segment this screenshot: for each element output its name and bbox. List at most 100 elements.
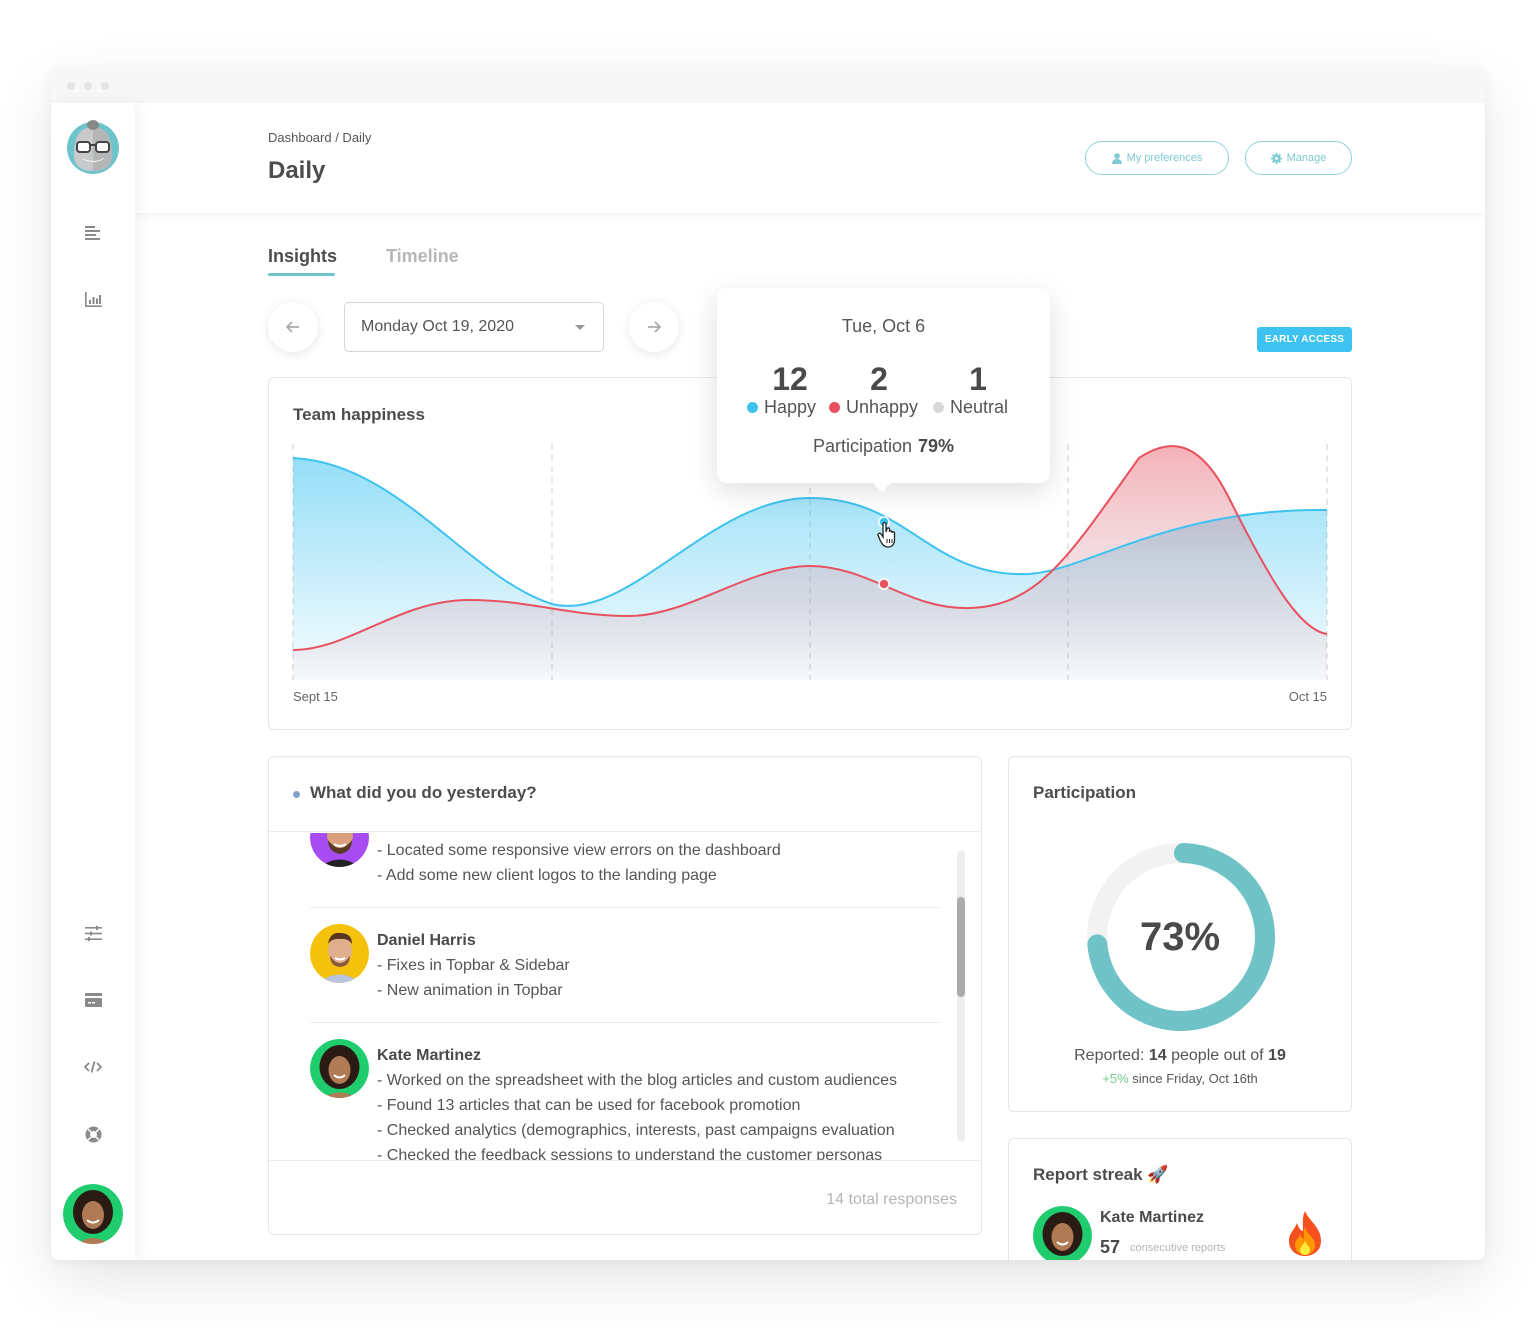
breadcrumb[interactable]: Dashboard / Daily — [268, 130, 372, 145]
card-icon[interactable] — [83, 990, 103, 1010]
tooltip-neutral-count: 1 — [969, 361, 987, 397]
responses-header: What did you do yesterday? — [269, 757, 981, 832]
tab-insights[interactable]: Insights — [268, 246, 338, 266]
sliders-icon[interactable] — [83, 923, 103, 943]
tooltip-participation-value: 79% — [918, 436, 955, 456]
tooltip-happy-label: Happy — [764, 397, 817, 417]
participation-percent: 73% — [1139, 915, 1221, 959]
window-dot — [101, 82, 109, 90]
responder-name: Daniel Harris — [377, 932, 476, 949]
happy-dot-icon — [747, 402, 758, 413]
app-window: Dashboard / Daily Daily My preferences M… — [51, 68, 1485, 1260]
tooltip-participation: Participation 79% — [717, 436, 1050, 457]
reported-prefix: Reported: — [1074, 1047, 1145, 1064]
chart-icon[interactable] — [83, 289, 103, 309]
lifebuoy-icon[interactable] — [83, 1124, 103, 1144]
tab-timeline[interactable]: Timeline — [386, 246, 459, 266]
user-icon — [1111, 152, 1122, 164]
responses-list[interactable]: - Located some responsive view errors on… — [269, 833, 981, 1160]
fire-icon — [1289, 1211, 1321, 1256]
date-select[interactable]: Monday Oct 19, 2020 — [344, 302, 604, 352]
response-line: - Worked on the spreadsheet with the blo… — [377, 1072, 897, 1089]
tooltip-happy: 12 Happy — [747, 363, 833, 418]
divider — [310, 907, 940, 908]
list-item: Daniel Harris - Fixes in Topbar & Sideba… — [310, 924, 940, 1004]
topbar: Dashboard / Daily Daily My preferences M… — [135, 103, 1485, 213]
reported-total: 19 — [1268, 1047, 1286, 1064]
list-icon[interactable] — [83, 223, 103, 243]
total-responses: 14 total responses — [826, 1191, 957, 1208]
next-date-button[interactable] — [629, 302, 679, 352]
response-line: - New animation in Topbar — [377, 982, 563, 999]
window-dot — [84, 82, 92, 90]
report-streak-title: Report streak 🚀 — [1033, 1165, 1169, 1184]
x-axis-start-label: Sept 15 — [293, 689, 338, 704]
team-happiness-card: Team happiness — [268, 377, 1352, 730]
participation-card: Participation 73% Reported: 14 people ou… — [1008, 756, 1352, 1112]
response-line: - Add some new client logos to the landi… — [377, 867, 717, 884]
question-bullet-icon — [293, 791, 300, 798]
tooltip-unhappy: 2 Unhappy — [829, 363, 929, 418]
avatar — [310, 924, 369, 983]
hand-cursor-icon — [877, 521, 896, 548]
tooltip-happy-count: 12 — [772, 361, 808, 397]
participation-change: +5% since Friday, Oct 16th — [1009, 1071, 1351, 1086]
window-dot — [67, 82, 75, 90]
streak-count-label: consecutive reports — [1130, 1242, 1226, 1254]
avatar — [310, 833, 369, 867]
responses-footer: 14 total responses — [269, 1160, 981, 1234]
tooltip-participation-label: Participation — [812, 436, 913, 456]
sidebar — [51, 103, 135, 1260]
tooltip-neutral-label: Neutral — [950, 397, 1009, 417]
manage-label: Manage — [1286, 152, 1327, 164]
response-line: - Checked the feedback sessions to under… — [377, 1147, 883, 1160]
my-preferences-button[interactable]: My preferences — [1085, 141, 1229, 175]
arrow-right-icon — [648, 321, 661, 333]
report-streak-card: Report streak 🚀 Kate Martinez 57 consecu… — [1008, 1138, 1352, 1260]
responder-name: Kate Martinez — [377, 1047, 482, 1064]
window-titlebar — [51, 68, 1485, 103]
response-line: - Checked analytics (demographics, inter… — [377, 1122, 895, 1139]
chart-tooltip: Tue, Oct 6 12 Happy 2 Unhappy 1 Neutral … — [717, 288, 1050, 492]
responses-card: What did you do yesterday? - Located som… — [268, 756, 982, 1235]
scrollbar-thumb[interactable] — [957, 897, 965, 997]
response-line: - Located some responsive view errors on… — [377, 842, 781, 859]
arrow-left-icon — [286, 321, 299, 333]
list-item: - Located some responsive view errors on… — [310, 833, 940, 888]
date-select-value: Monday Oct 19, 2020 — [361, 318, 514, 335]
team-happiness-chart[interactable] — [269, 378, 1353, 731]
user-avatar[interactable] — [63, 1184, 123, 1244]
code-icon[interactable] — [83, 1057, 103, 1077]
main-content: Insights Timeline Monday Oct 19, 2020 EA… — [135, 213, 1485, 1260]
previous-date-button[interactable] — [268, 302, 318, 352]
streak-user-name: Kate Martinez — [1100, 1209, 1205, 1226]
page-title: Daily — [268, 157, 326, 184]
response-line: - Fixes in Topbar & Sidebar — [377, 957, 570, 974]
chevron-down-icon — [575, 325, 585, 330]
avatar — [1033, 1206, 1092, 1260]
robot-logo-icon[interactable] — [66, 117, 120, 175]
tooltip-unhappy-count: 2 — [870, 361, 888, 397]
avatar — [310, 1039, 369, 1098]
tooltip-date: Tue, Oct 6 — [841, 316, 926, 336]
unhappy-dot-icon — [829, 402, 840, 413]
divider — [310, 1022, 940, 1023]
early-access-badge: EARLY ACCESS — [1257, 327, 1352, 352]
participation-change-value: +5% — [1102, 1071, 1129, 1086]
my-preferences-label: My preferences — [1126, 152, 1203, 164]
question-title: What did you do yesterday? — [310, 783, 537, 802]
manage-button[interactable]: Manage — [1245, 141, 1352, 175]
streak-count: 57 — [1100, 1237, 1121, 1257]
gear-icon — [1270, 152, 1282, 164]
participation-title: Participation — [1033, 783, 1136, 802]
active-tab-indicator — [268, 273, 335, 276]
list-item: Kate Martinez - Worked on the spreadshee… — [310, 1039, 940, 1160]
tooltip-unhappy-label: Unhappy — [846, 397, 919, 417]
participation-donut — [1087, 843, 1275, 1032]
reported-count: 14 — [1148, 1047, 1167, 1064]
team-happiness-title: Team happiness — [293, 405, 425, 424]
response-line: - Found 13 articles that can be used for… — [377, 1097, 801, 1114]
unhappy-point[interactable] — [878, 578, 890, 590]
x-axis-end-label: Oct 15 — [1288, 689, 1327, 704]
tooltip-neutral: 1 Neutral — [933, 363, 1023, 418]
